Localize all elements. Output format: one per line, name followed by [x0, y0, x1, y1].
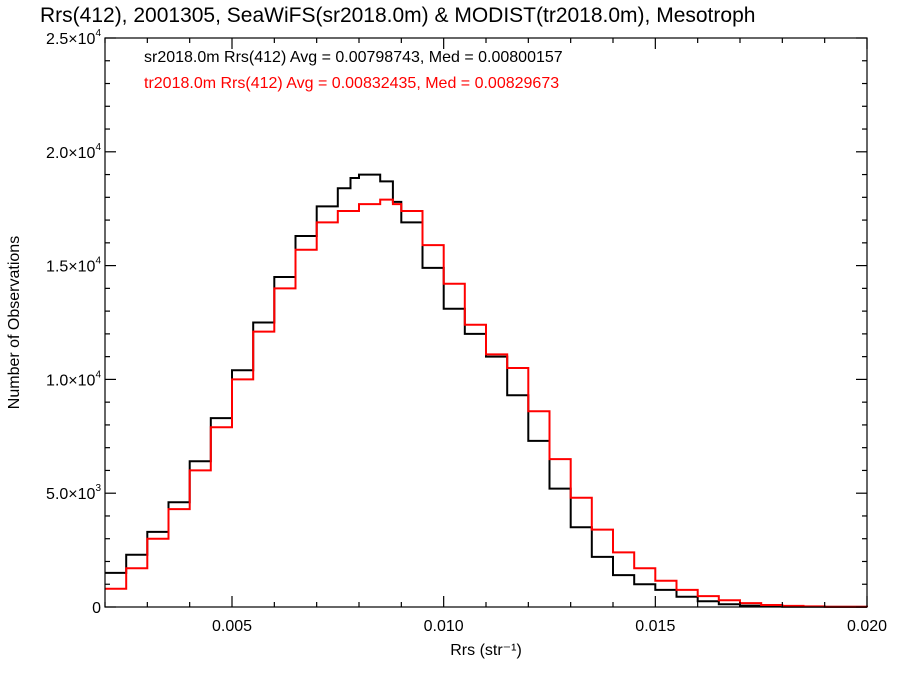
x-tick-label: 0.020: [847, 618, 887, 635]
y-tick-label: 1.0×104: [46, 369, 101, 389]
plot-area: 0.005 0.010 0.015 0.020 0 5.0×103 1.0×104 1.5×1…: [46, 28, 887, 635]
x-tick-label: 0.005: [212, 618, 252, 635]
y-tick-label: 0: [92, 600, 101, 617]
y-axis-label: Number of Observations: [6, 236, 23, 409]
x-axis-label: Rrs (str⁻¹): [450, 642, 522, 659]
y-tick-label: 5.0×103: [46, 483, 101, 503]
x-tick-label: 0.015: [635, 618, 675, 635]
series-line-2: [105, 198, 868, 608]
x-tick-label: 0.010: [424, 618, 464, 635]
y-tick-label: 2.0×104: [46, 142, 101, 162]
chart-title: Rrs(412), 2001305, SeaWiFS(sr2018.0m) & …: [40, 4, 755, 27]
y-tick-label: 2.5×104: [46, 28, 101, 48]
stats-annotation-2: tr2018.0m Rrs(412) Avg = 0.00832435, Med…: [144, 75, 559, 92]
y-tick-label: 1.5×104: [46, 256, 101, 276]
series-line-1: [105, 173, 868, 608]
y-axis-label-group: Number of Observations: [6, 236, 23, 409]
stats-annotation-1: sr2018.0m Rrs(412) Avg = 0.00798743, Med…: [144, 49, 563, 66]
plot-frame: [104, 37, 868, 608]
